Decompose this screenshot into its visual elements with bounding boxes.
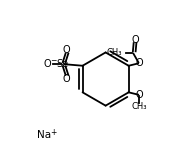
Text: O: O [44, 59, 51, 69]
Text: Na: Na [37, 130, 51, 140]
Text: O: O [131, 35, 139, 45]
Text: Se: Se [57, 59, 69, 69]
Text: +: + [50, 128, 56, 137]
Text: O: O [135, 90, 143, 100]
Text: O: O [63, 74, 70, 83]
Text: CH₃: CH₃ [131, 102, 147, 111]
Text: CH₃: CH₃ [106, 48, 122, 57]
Text: O: O [135, 59, 143, 68]
Text: −: − [51, 56, 57, 65]
Text: O: O [63, 45, 70, 55]
